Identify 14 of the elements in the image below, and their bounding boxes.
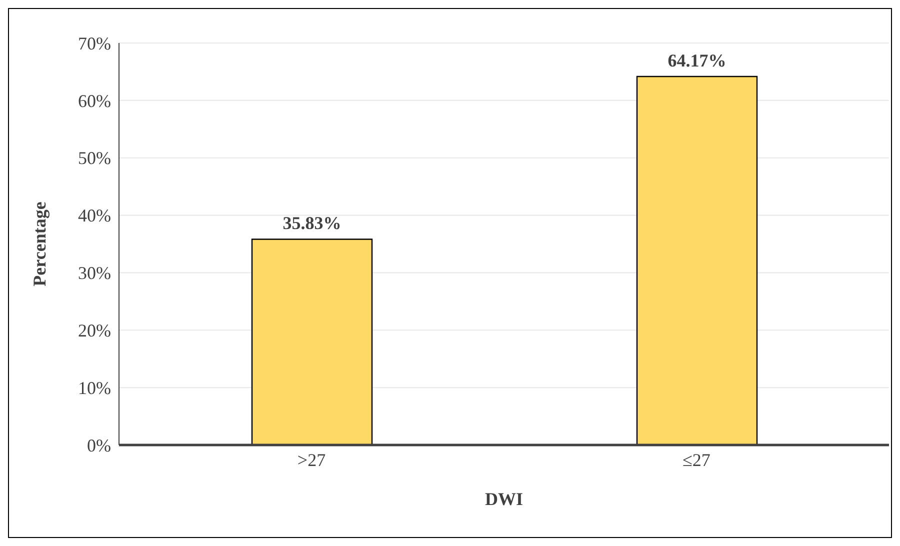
x-tick-label: >27 — [297, 450, 326, 470]
y-tick-label: 0% — [87, 435, 111, 456]
y-tick-label: 70% — [78, 33, 111, 54]
data-label: 35.83% — [282, 213, 342, 234]
y-tick-label: 60% — [78, 90, 111, 111]
y-axis-title: Percentage — [29, 202, 50, 286]
y-tick-label: 20% — [78, 320, 111, 341]
x-axis-title: DWI — [484, 489, 524, 509]
y-tick-label: 40% — [78, 206, 111, 226]
y-tick-label: 10% — [78, 378, 111, 398]
y-tick-label: 50% — [78, 148, 111, 168]
x-tick-label: ≤27 — [682, 450, 710, 470]
data-label: 64.17% — [668, 50, 726, 70]
y-tick-label: 30% — [78, 263, 111, 284]
